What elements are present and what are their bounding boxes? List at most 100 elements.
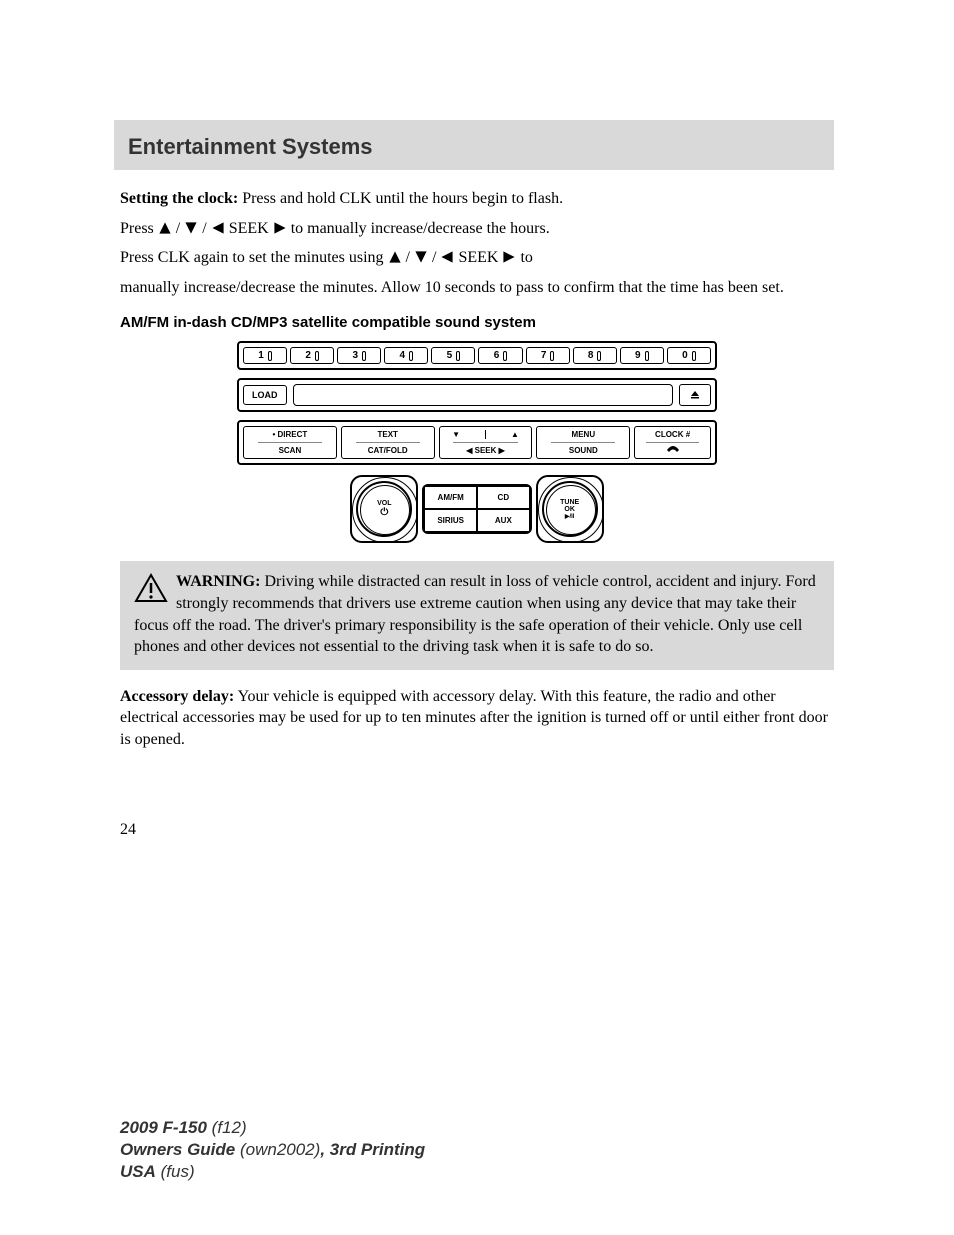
preset-6-button: 6 (478, 347, 522, 364)
footer-guide-code: (own2002) (235, 1140, 320, 1159)
text-label: TEXT (342, 427, 434, 442)
power-icon: ⏻ (380, 507, 388, 518)
down-arrow-icon: ▼ (452, 430, 460, 439)
clock-para-1: Setting the clock: Press and hold CLK un… (120, 188, 834, 210)
left-arrow-icon: ◀ (466, 446, 472, 455)
preset-label: 6 (494, 350, 500, 361)
t: / (406, 249, 414, 266)
t: / (176, 220, 184, 237)
t: / (432, 249, 440, 266)
text-catfold-button: TEXT CAT/FOLD (341, 426, 435, 459)
preset-label: 4 (400, 350, 406, 361)
sound-label: SOUND (537, 443, 629, 458)
clock-para-2: Press / / SEEK to manually increase/decr… (120, 218, 834, 240)
scan-label: SCAN (244, 443, 336, 458)
preset-label: 3 (352, 350, 358, 361)
preset-4-button: 4 (384, 347, 428, 364)
tune-label: TUNE (560, 499, 579, 506)
vol-knob-wrap: VOL ⏻ (350, 475, 418, 543)
clock-line1a: Press and hold CLK until the hours begin… (238, 190, 563, 207)
t: to manually increase/decrease the hours. (291, 220, 550, 237)
aux-button: AUX (477, 509, 530, 532)
right-triangle-icon (273, 221, 287, 235)
radio-panel-controls: • DIRECT SCAN TEXT CAT/FOLD ▼ ▲ (237, 420, 717, 465)
eject-icon (690, 390, 700, 400)
seek-label: SEEK (458, 249, 502, 266)
preset-1-button: 1 (243, 347, 287, 364)
up-arrow-icon: ▲ (511, 430, 519, 439)
nub-icon (503, 351, 507, 361)
vol-knob: VOL ⏻ (356, 481, 412, 537)
direct-scan-button: • DIRECT SCAN (243, 426, 337, 459)
up-triangle-icon (158, 221, 172, 235)
footer-country-code: (fus) (156, 1162, 195, 1181)
nub-icon (692, 351, 696, 361)
nub-icon (550, 351, 554, 361)
clock-label: Setting the clock: (120, 190, 238, 207)
footer-printing: , 3rd Printing (320, 1140, 425, 1159)
t: Press (120, 220, 158, 237)
vol-label: VOL (377, 500, 391, 507)
accessory-label: Accessory delay: (120, 688, 234, 705)
footer-model-code: (f12) (207, 1118, 247, 1137)
sound-system-subhead: AM/FM in-dash CD/MP3 satellite compatibl… (120, 314, 834, 331)
warning-box: WARNING: Driving while distracted can re… (120, 561, 834, 669)
nub-icon (409, 351, 413, 361)
preset-label: 1 (258, 350, 264, 361)
cd-button: CD (477, 486, 530, 509)
nub-icon (268, 351, 272, 361)
preset-0-button: 0 (667, 347, 711, 364)
radio-diagram: 1 2 3 4 5 6 7 8 9 0 LOAD • DIRECT SCAN TEXT (237, 341, 717, 543)
footer-country: USA (120, 1162, 156, 1181)
seek-label: SEEK (229, 220, 273, 237)
sirius-button: SIRIUS (424, 509, 477, 532)
preset-label: 7 (541, 350, 547, 361)
source-buttons: AM/FM CD SIRIUS AUX (422, 484, 531, 534)
preset-label: 8 (588, 350, 594, 361)
load-button: LOAD (243, 385, 287, 405)
nub-icon (597, 351, 601, 361)
tune-knob: TUNE OK ▶/II (542, 481, 598, 537)
footer-guide: Owners Guide (120, 1140, 235, 1159)
left-triangle-icon (440, 250, 454, 264)
warning-triangle-icon (134, 573, 168, 603)
clock-para-3: Press CLK again to set the minutes using… (120, 247, 834, 269)
t: to (520, 249, 532, 266)
t: Press CLK again to set the minutes using (120, 249, 388, 266)
menu-label: MENU (537, 427, 629, 442)
right-triangle-icon (502, 250, 516, 264)
section-header-band: Entertainment Systems (114, 120, 834, 170)
nub-icon (456, 351, 460, 361)
radio-panel-numbers: 1 2 3 4 5 6 7 8 9 0 (237, 341, 717, 370)
nub-icon (645, 351, 649, 361)
knobs-row: VOL ⏻ AM/FM CD SIRIUS AUX TUNE OK ▶/II (237, 475, 717, 543)
preset-5-button: 5 (431, 347, 475, 364)
playpause-label: ▶/II (565, 513, 575, 520)
footer: 2009 F-150 (f12) Owners Guide (own2002),… (120, 1117, 425, 1183)
section-title: Entertainment Systems (114, 134, 824, 160)
right-arrow-icon: ▶ (499, 446, 505, 455)
menu-sound-button: MENU SOUND (536, 426, 630, 459)
preset-8-button: 8 (573, 347, 617, 364)
catfold-label: CAT/FOLD (342, 443, 434, 458)
radio-panel-load: LOAD (237, 378, 717, 412)
preset-3-button: 3 (337, 347, 381, 364)
preset-9-button: 9 (620, 347, 664, 364)
t: / (202, 220, 210, 237)
clock-phone-button: CLOCK # (634, 426, 711, 459)
preset-7-button: 7 (526, 347, 570, 364)
preset-label: 9 (635, 350, 641, 361)
preset-label: 2 (305, 350, 311, 361)
arrows-seek-button: ▼ ▲ ◀ SEEK ▶ (439, 426, 533, 459)
amfm-button: AM/FM (424, 486, 477, 509)
preset-2-button: 2 (290, 347, 334, 364)
footer-model: 2009 F-150 (120, 1118, 207, 1137)
phone-icon (665, 444, 681, 454)
down-triangle-icon (184, 221, 198, 235)
clocknum-label: CLOCK # (635, 427, 710, 442)
nub-icon (362, 351, 366, 361)
left-triangle-icon (211, 221, 225, 235)
display-slot (293, 384, 674, 406)
clock-para-4: manually increase/decrease the minutes. … (120, 277, 834, 299)
preset-label: 0 (682, 350, 688, 361)
